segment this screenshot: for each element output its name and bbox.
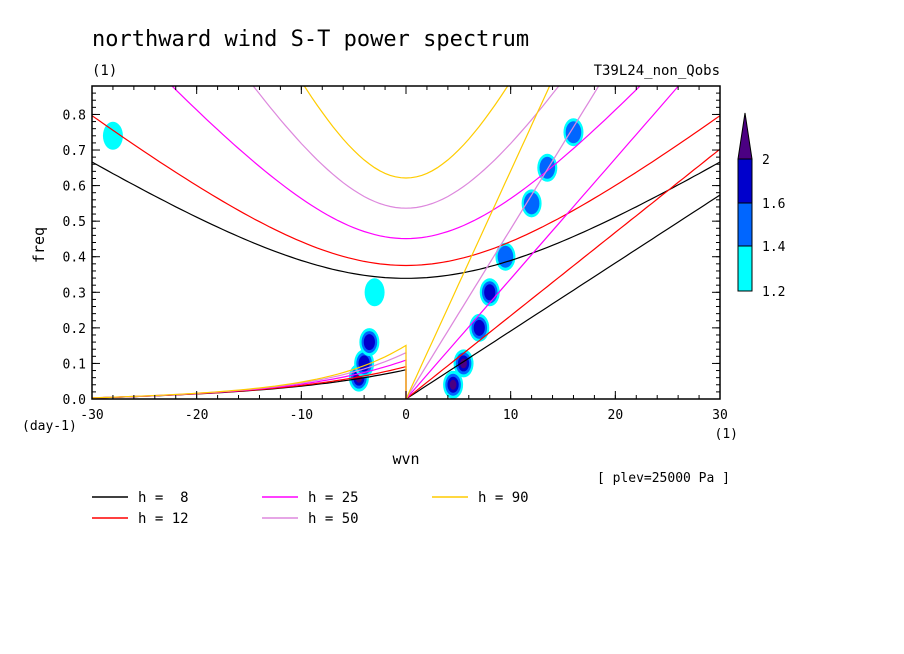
heat-cell [102,121,123,150]
gravity-curve [303,86,509,179]
chart-title: northward wind S-T power spectrum [92,27,529,52]
colorbar-segment [737,245,753,292]
dispersion-curves [92,86,720,399]
colorbar-label: 1.4 [762,240,786,255]
heat-cell [363,334,375,351]
units-label: (1) [92,63,117,79]
heatmap-layer [102,118,584,399]
kelvin-curve [405,86,600,399]
y-axis-label: freq [30,227,48,263]
axis-ticks: -30 -20 -10 0 10 20 30 0.0 0.1 0.2 0.3 0.4 0.5 0.6 0.7… [63,85,728,423]
colorbar: 1.2 1.4 1.6 2 [737,112,786,300]
gravity-curve [92,161,720,279]
x-unit-label: (1) [715,427,738,442]
colorbar-label: 1.2 [762,285,785,300]
gravity-curve [92,115,720,267]
y-tick-label: 0.6 [63,180,86,195]
x-tick-label: -20 [185,408,208,423]
legend-label: h = 25 [308,490,359,506]
x-tick-label: 20 [608,408,624,423]
colorbar-label: 1.6 [762,197,785,212]
y-tick-label: 0.5 [63,215,86,230]
x-tick-label: -30 [80,408,103,423]
gravity-curve [171,86,641,240]
x-axis-label: wvn [392,450,419,468]
kelvin-curve [405,86,680,399]
y-tick-label: 0.0 [63,393,86,408]
heat-cell [473,319,485,336]
kelvin-curve [405,86,551,399]
kelvin-curve [405,194,720,399]
legend-label: h = 90 [478,490,529,506]
y-tick-label: 0.4 [63,251,87,266]
colorbar-arrow [737,112,753,160]
y-tick-label: 0.1 [63,357,86,372]
heat-cell [484,284,496,301]
gravity-curve [252,86,560,209]
y-tick-label: 0.7 [63,144,86,159]
y-unit-label: (day-1) [22,419,77,434]
y-tick-label: 0.2 [63,322,86,337]
heat-cell [364,278,385,307]
legend-label: h = 12 [138,511,189,527]
run-label: T39L24_non_Qobs [594,63,720,79]
y-tick-label: 0.3 [63,286,86,301]
x-tick-label: 30 [712,408,728,423]
x-tick-label: 10 [503,408,519,423]
plev-label: [ plev=25000 Pa ] [597,471,730,486]
legend: h = 8 h = 12 h = 25 h = 50 h = 90 [92,490,529,527]
colorbar-segment [737,158,753,204]
y-tick-label: 0.8 [63,108,86,123]
mrg-curve [92,344,407,399]
x-tick-label: -10 [290,408,313,423]
heat-cell [565,121,582,144]
colorbar-segment [737,202,753,247]
kelvin-curve [405,148,720,399]
heat-cell [449,379,457,390]
x-tick-label: 0 [402,408,410,423]
colorbar-label: 2 [762,153,770,168]
legend-label: h = 50 [308,511,359,527]
heat-cell [497,245,514,268]
heat-cell [523,192,540,215]
legend-label: h = 8 [138,490,189,506]
